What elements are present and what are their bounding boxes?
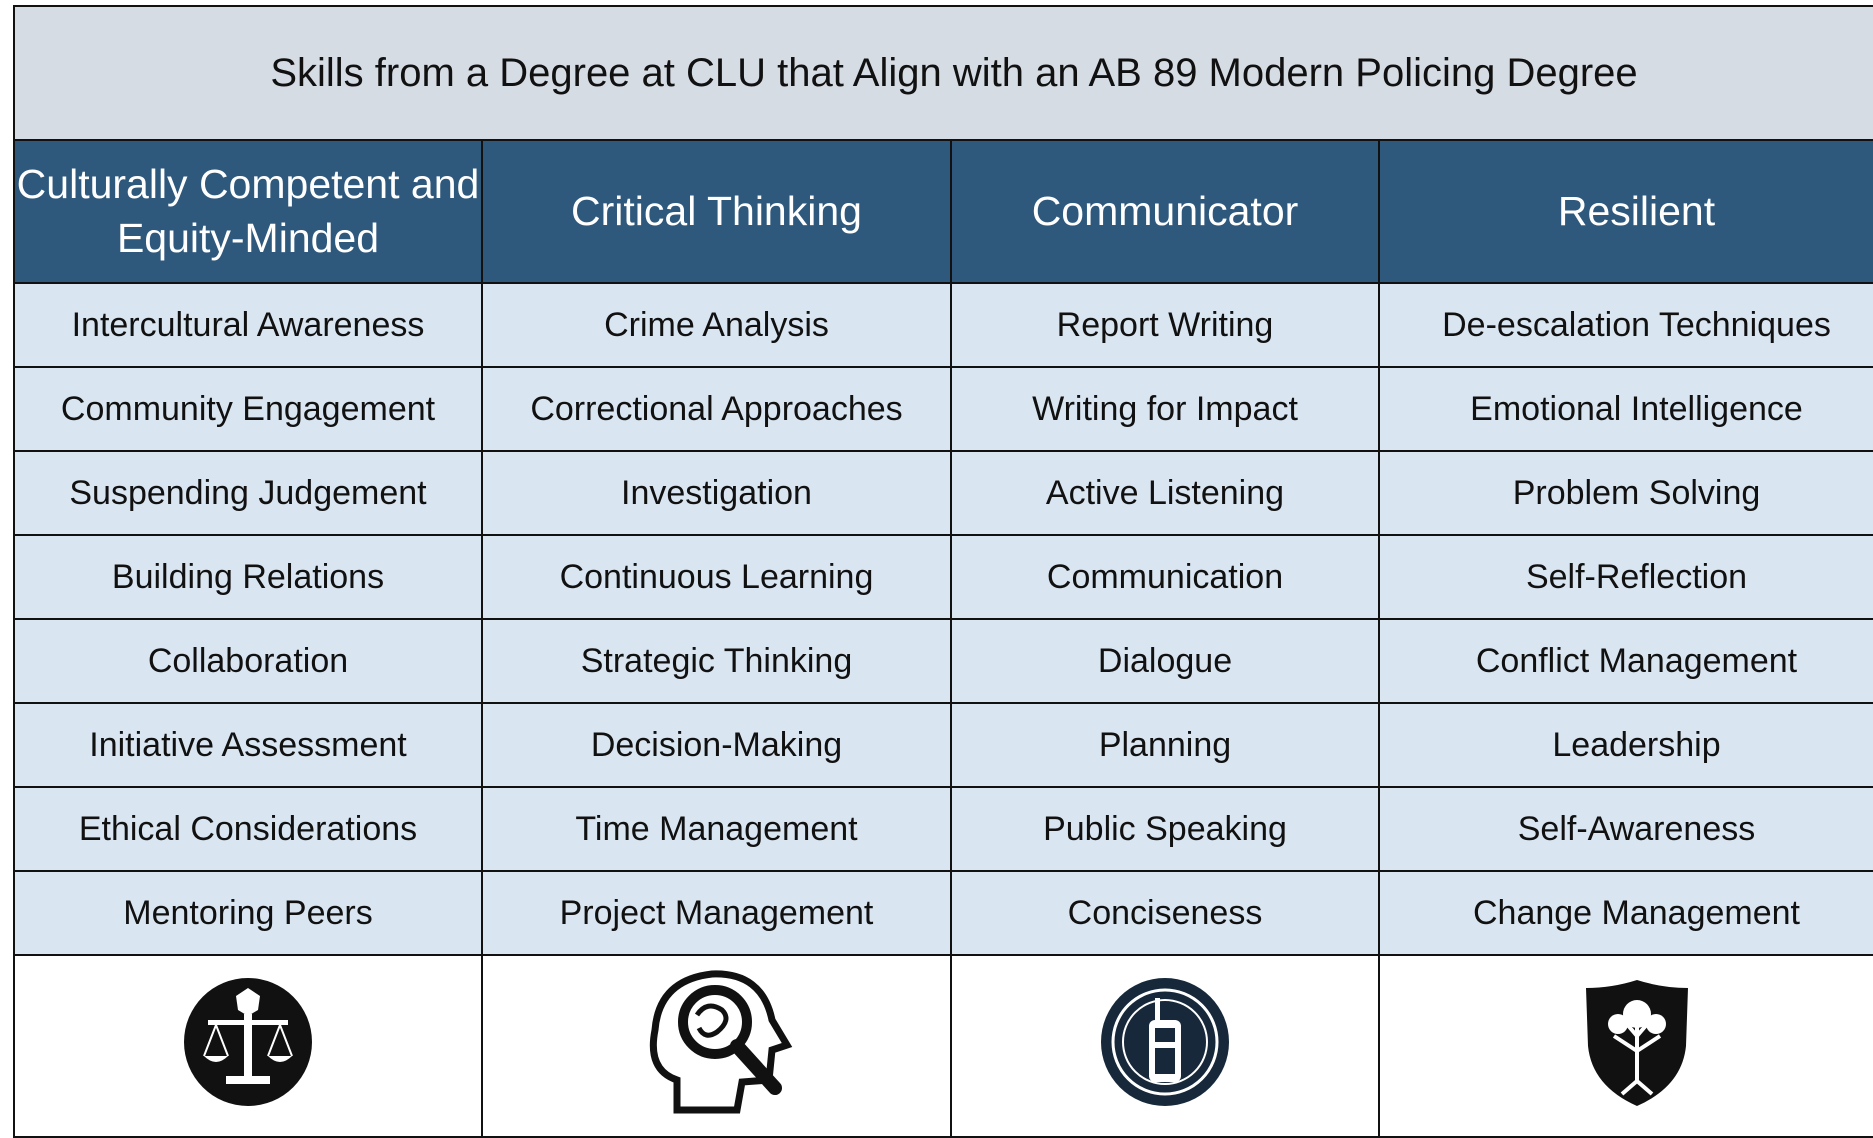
skill-cell: Problem Solving: [1378, 450, 1873, 536]
skill-cell: Planning: [950, 702, 1380, 788]
icon-cell: [950, 954, 1380, 1138]
skill-row: Initiative Assessment Decision-Making Plan…: [13, 702, 1873, 788]
skill-cell: De-escalation Techniques: [1378, 282, 1873, 368]
skill-row: Ethical Considerations Time Management Pub…: [13, 786, 1873, 872]
skills-table-wrap: Skills from a Degree at CLU that Align w…: [13, 5, 1873, 1138]
icon-cell: [13, 954, 483, 1138]
skill-cell: Crime Analysis: [481, 282, 952, 368]
skill-cell: Suspending Judgement: [13, 450, 483, 536]
header-row: Culturally Competent and Equity-Minded Cr…: [13, 139, 1873, 284]
tree-shield-icon: [1585, 980, 1688, 1106]
skill-cell: Strategic Thinking: [481, 618, 952, 704]
skills-table: Skills from a Degree at CLU that Align w…: [13, 5, 1873, 1138]
skill-cell: Change Management: [1378, 870, 1873, 956]
skill-cell: Building Relations: [13, 534, 483, 620]
skill-cell: Collaboration: [13, 618, 483, 704]
skill-cell: Mentoring Peers: [13, 870, 483, 956]
icon-cell: [1378, 954, 1873, 1138]
skill-cell: Community Engagement: [13, 366, 483, 452]
justice-icon: [184, 978, 312, 1106]
skill-cell: Report Writing: [950, 282, 1380, 368]
skill-row: Collaboration Strategic Thinking Dialogue C…: [13, 618, 1873, 704]
skill-cell: Intercultural Awareness: [13, 282, 483, 368]
skill-cell: Self-Awareness: [1378, 786, 1873, 872]
skill-cell: Continuous Learning: [481, 534, 952, 620]
skill-cell: Correctional Approaches: [481, 366, 952, 452]
column-header: Communicator: [950, 139, 1380, 284]
table-title: Skills from a Degree at CLU that Align w…: [13, 5, 1873, 141]
column-header: Critical Thinking: [481, 139, 952, 284]
skill-cell: Leadership: [1378, 702, 1873, 788]
skill-cell: Emotional Intelligence: [1378, 366, 1873, 452]
skill-cell: Initiative Assessment: [13, 702, 483, 788]
skill-row: Intercultural Awareness Crime Analysis Rep…: [13, 282, 1873, 368]
skill-cell: Self-Reflection: [1378, 534, 1873, 620]
column-header: Resilient: [1378, 139, 1873, 284]
skill-cell: Decision-Making: [481, 702, 952, 788]
skill-row: Suspending Judgement Investigation Active …: [13, 450, 1873, 536]
skill-cell: Writing for Impact: [950, 366, 1380, 452]
skill-cell: Communication: [950, 534, 1380, 620]
column-header: Culturally Competent and Equity-Minded: [13, 139, 483, 284]
skill-cell: Project Management: [481, 870, 952, 956]
skill-cell: Public Speaking: [950, 786, 1380, 872]
skill-cell: Ethical Considerations: [13, 786, 483, 872]
skill-cell: Time Management: [481, 786, 952, 872]
skill-row: Community Engagement Correctional Approac…: [13, 366, 1873, 452]
skill-row: Building Relations Continuous Learning Com…: [13, 534, 1873, 620]
skill-cell: Conflict Management: [1378, 618, 1873, 704]
icon-cell: [481, 954, 952, 1138]
skill-cell: Investigation: [481, 450, 952, 536]
skill-cell: Conciseness: [950, 870, 1380, 956]
skill-cell: Dialogue: [950, 618, 1380, 704]
skill-cell: Active Listening: [950, 450, 1380, 536]
brain-icon: [649, 970, 792, 1114]
skill-row: Mentoring Peers Project Management Concise…: [13, 870, 1873, 956]
radio-icon: [1101, 978, 1229, 1106]
